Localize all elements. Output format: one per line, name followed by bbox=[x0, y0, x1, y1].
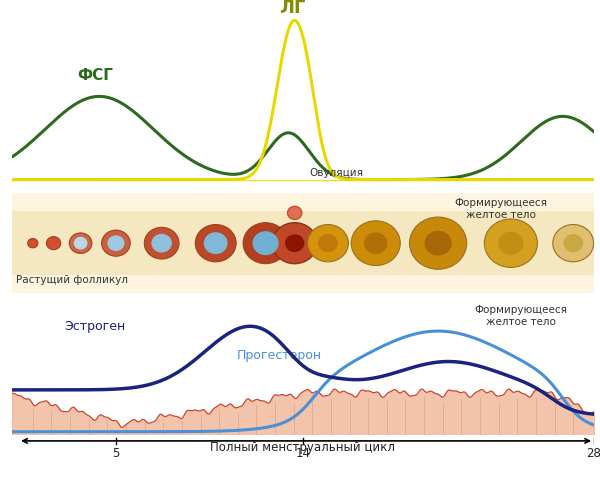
Ellipse shape bbox=[319, 235, 337, 251]
Text: ЛГ: ЛГ bbox=[280, 0, 306, 16]
Text: Прогестерон: Прогестерон bbox=[236, 348, 322, 361]
Bar bbox=[12, 211, 594, 275]
Text: 28: 28 bbox=[587, 447, 600, 460]
Text: 14: 14 bbox=[296, 447, 311, 460]
Ellipse shape bbox=[351, 221, 400, 265]
Ellipse shape bbox=[74, 238, 87, 249]
Ellipse shape bbox=[553, 225, 593, 262]
Text: Формирующееся
желтое тело: Формирующееся желтое тело bbox=[475, 305, 568, 327]
Text: Полный менструальный цикл: Полный менструальный цикл bbox=[211, 442, 395, 454]
Ellipse shape bbox=[28, 239, 38, 248]
Text: Овуляция: Овуляция bbox=[309, 168, 363, 178]
Ellipse shape bbox=[286, 235, 304, 251]
Ellipse shape bbox=[152, 235, 171, 252]
Text: Формирующееся
желтое тело: Формирующееся желтое тело bbox=[454, 198, 547, 220]
Ellipse shape bbox=[205, 233, 227, 253]
Ellipse shape bbox=[308, 225, 349, 262]
Text: 5: 5 bbox=[112, 447, 119, 460]
Ellipse shape bbox=[243, 223, 288, 264]
Ellipse shape bbox=[499, 232, 523, 254]
Text: ФСГ: ФСГ bbox=[77, 68, 113, 83]
Ellipse shape bbox=[425, 232, 451, 255]
Ellipse shape bbox=[287, 206, 302, 219]
Ellipse shape bbox=[272, 223, 317, 264]
Ellipse shape bbox=[484, 219, 538, 267]
Text: Растущий фолликул: Растущий фолликул bbox=[16, 275, 128, 286]
Ellipse shape bbox=[365, 233, 387, 253]
Ellipse shape bbox=[108, 236, 124, 250]
Ellipse shape bbox=[564, 235, 583, 251]
Ellipse shape bbox=[410, 217, 467, 269]
Ellipse shape bbox=[46, 237, 61, 249]
Ellipse shape bbox=[253, 232, 278, 254]
Ellipse shape bbox=[144, 227, 179, 259]
Ellipse shape bbox=[70, 233, 92, 253]
Ellipse shape bbox=[195, 225, 236, 262]
Text: Эстроген: Эстроген bbox=[64, 320, 125, 333]
Text: Дни: Дни bbox=[0, 435, 2, 447]
Ellipse shape bbox=[101, 230, 130, 256]
